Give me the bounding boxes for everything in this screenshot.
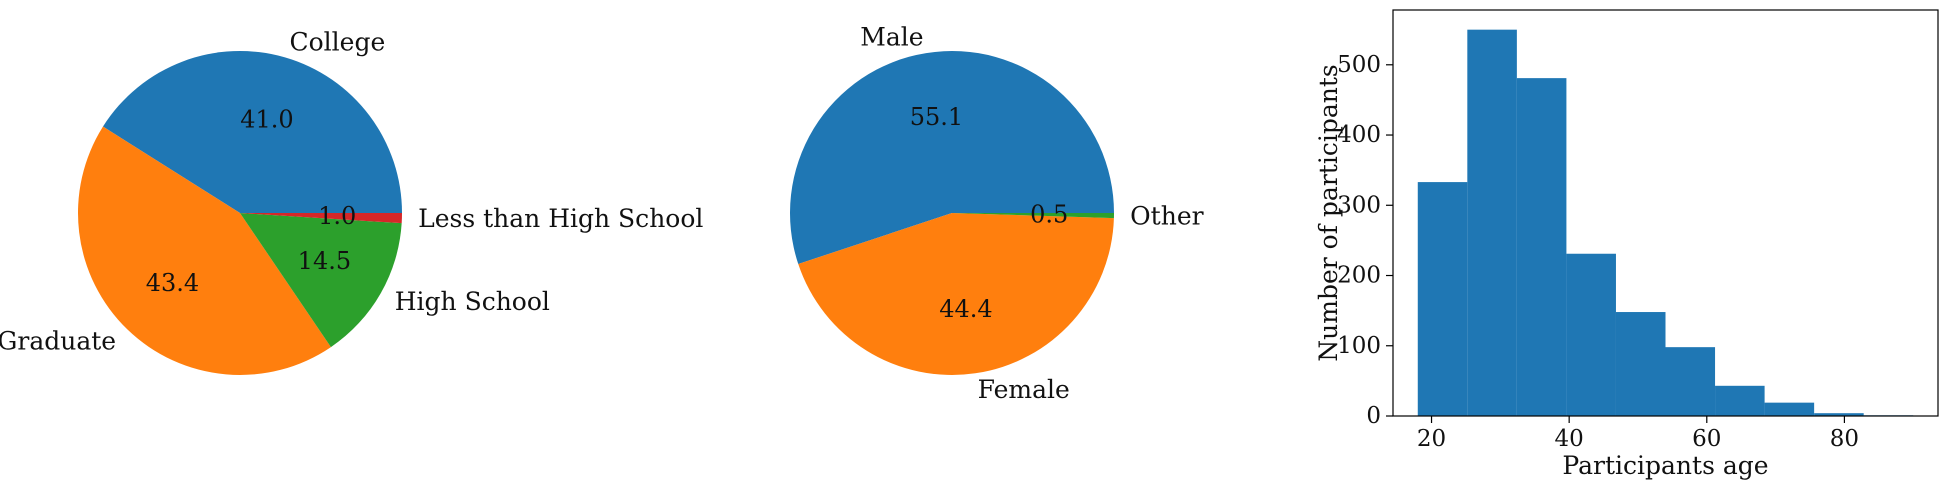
- pie-slice-other: [952, 213, 1114, 219]
- pie-percent-label: 44.4: [939, 295, 992, 323]
- pie-slice-high-school: [240, 213, 402, 348]
- pie-category-label: Female: [978, 375, 1070, 404]
- histogram-bar: [1764, 402, 1815, 416]
- x-tick-label: 80: [1830, 426, 1859, 452]
- pie-slice-less-than-high-school: [240, 213, 402, 224]
- y-tick-label: 200: [1337, 263, 1381, 289]
- x-tick-label: 20: [1417, 426, 1446, 452]
- pie-slice-graduate: [78, 126, 331, 376]
- pie-category-label: Less than High School: [418, 204, 703, 233]
- y-tick-label: 500: [1337, 52, 1381, 78]
- pie-slice-male: [790, 50, 1114, 265]
- y-tick-label: 300: [1337, 192, 1381, 218]
- gender-pie-chart: 55.1 Male 44.4 Female 0.5 Other: [790, 23, 1204, 404]
- pie-category-label: Male: [860, 23, 923, 52]
- histogram-bar: [1467, 29, 1517, 416]
- x-axis-title: Participants age: [1562, 451, 1768, 480]
- pie-percent-label: 41.0: [240, 106, 293, 134]
- histogram-bar: [1715, 385, 1765, 416]
- histogram-bar: [1516, 78, 1567, 416]
- pie-percent-label: 55.1: [910, 103, 963, 131]
- pie-category-label: High School: [395, 287, 550, 316]
- y-axis-title: Number of participants: [1314, 64, 1343, 361]
- histogram-bar: [1615, 312, 1666, 416]
- y-tick-label: 100: [1337, 333, 1381, 359]
- histogram-bar: [1566, 253, 1616, 416]
- histogram-bar: [1665, 347, 1716, 416]
- pie-percent-label: 14.5: [298, 247, 351, 275]
- plot-frame: [1392, 9, 1939, 417]
- y-tick-label: 0: [1366, 403, 1381, 429]
- pie-percent-label: 0.5: [1030, 201, 1068, 229]
- pie-percent-label: 1.0: [318, 202, 356, 230]
- pie-category-label: Other: [1130, 201, 1203, 230]
- histogram-bar: [1417, 182, 1468, 416]
- x-tick-label: 60: [1692, 426, 1721, 452]
- education-pie-chart: 41.0 College 43.4 Graduate 14.5 High School 1.…: [0, 27, 703, 376]
- pie-category-label: Graduate: [0, 327, 116, 356]
- age-histogram: 20 40 60 80 0 100 200 300 400 500 Participants age…: [1314, 9, 1939, 480]
- y-tick-label: 400: [1337, 122, 1381, 148]
- histogram-bar: [1814, 413, 1864, 416]
- pie-slice-female: [798, 213, 1114, 375]
- pie-slice-college: [103, 51, 402, 213]
- x-tick-label: 40: [1555, 426, 1584, 452]
- pie-percent-label: 43.4: [146, 269, 199, 297]
- pie-category-label: College: [289, 27, 385, 56]
